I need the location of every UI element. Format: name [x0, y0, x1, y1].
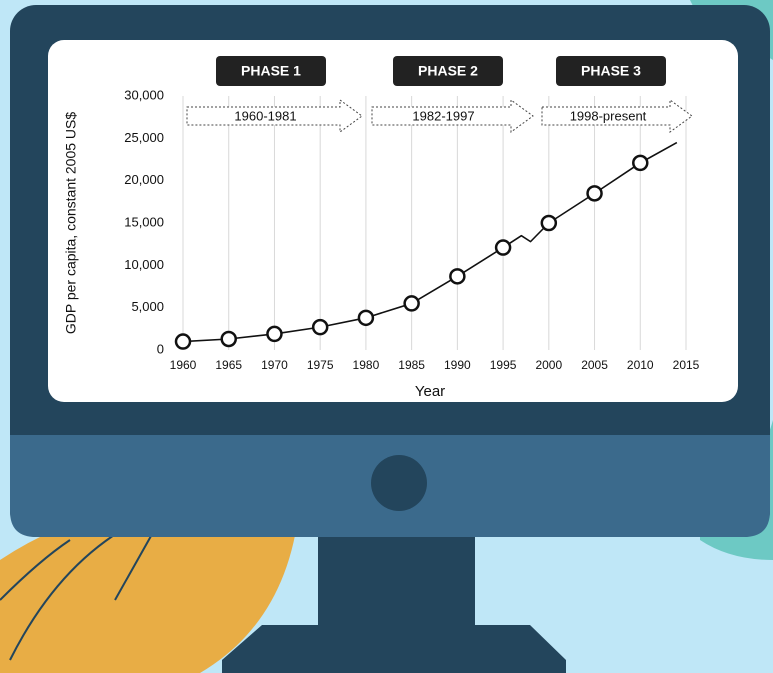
phase-label: PHASE 2 — [418, 63, 478, 79]
monitor-base — [222, 625, 566, 673]
screen — [48, 40, 738, 402]
y-tick-label: 15,000 — [124, 214, 164, 229]
phase-arrow — [186, 99, 363, 133]
phase-period: 1960-1981 — [234, 108, 296, 123]
x-tick-label: 2005 — [581, 358, 608, 372]
data-point — [632, 154, 649, 172]
x-tick-label: 2010 — [627, 358, 654, 372]
phase-label: PHASE 1 — [241, 63, 301, 79]
phase-box — [393, 56, 503, 86]
x-tick-label: 1965 — [215, 358, 242, 372]
y-tick-label: 0 — [157, 341, 164, 356]
data-point — [586, 185, 603, 202]
x-tick-label: 1970 — [261, 358, 288, 372]
phase-period: 1998-present — [570, 108, 647, 123]
y-tick-label: 25,000 — [124, 130, 164, 145]
data-point — [540, 214, 558, 232]
x-tick-label: 1995 — [490, 358, 517, 372]
monitor-button — [371, 455, 427, 511]
phase-arrow — [541, 99, 693, 133]
data-point — [266, 325, 283, 343]
chart: Year GDP per capita, constant 2005 US$ 1… — [63, 56, 700, 400]
data-point — [403, 295, 420, 312]
y-tick-label: 5,000 — [131, 299, 164, 314]
x-tick-label: 1980 — [353, 358, 380, 372]
y-tick-label: 20,000 — [124, 172, 164, 187]
y-axis-label: GDP per capita, constant 2005 US$ — [63, 112, 79, 335]
data-point — [449, 268, 466, 285]
x-tick-label: 2015 — [673, 358, 700, 372]
data-point — [494, 239, 512, 256]
x-tick-label: 1990 — [444, 358, 471, 372]
x-tick-label: 1975 — [307, 358, 334, 372]
x-tick-label: 1960 — [170, 358, 197, 372]
data-point — [220, 330, 237, 348]
phase-period: 1982-1997 — [412, 108, 474, 123]
data-point — [311, 318, 329, 336]
monitor-neck — [318, 530, 475, 630]
phase-label: PHASE 3 — [581, 63, 641, 79]
phase-arrow — [371, 99, 534, 133]
x-tick-label: 1985 — [398, 358, 425, 372]
data-point — [174, 333, 192, 350]
phase-box — [556, 56, 666, 86]
phase-box — [216, 56, 326, 86]
y-tick-label: 30,000 — [124, 87, 164, 102]
data-point — [357, 309, 375, 327]
x-tick-label: 2000 — [535, 358, 562, 372]
y-tick-label: 10,000 — [124, 257, 164, 272]
leaf — [0, 496, 300, 673]
x-axis-label: Year — [415, 383, 445, 400]
